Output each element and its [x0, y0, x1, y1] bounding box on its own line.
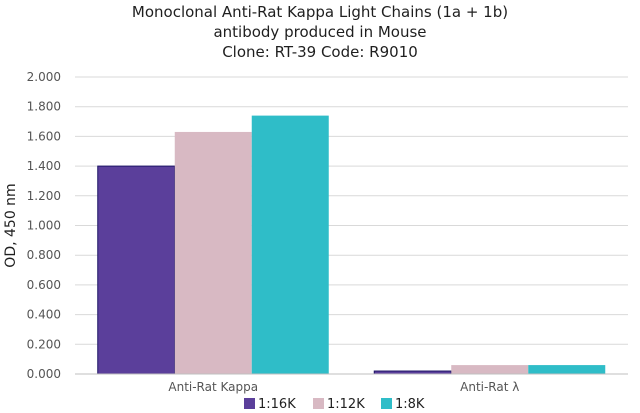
y-tick-label: 2.000 [27, 70, 61, 84]
y-axis-title: OD, 450 nm [3, 183, 19, 267]
bar-1-12K-0 [174, 131, 252, 374]
x-category-label: Anti-Rat λ [460, 380, 519, 394]
y-tick-label: 1.600 [27, 129, 61, 143]
y-tick-label: 0.400 [27, 308, 61, 322]
bar-1-8K-1 [528, 365, 606, 374]
chart-title: Monoclonal Anti-Rat Kappa Light Chains (… [132, 3, 508, 61]
legend-label: 1:12K [327, 397, 365, 412]
chart-title-line: Clone: RT-39 Code: R9010 [222, 43, 418, 61]
y-tick-label: 0.600 [27, 278, 61, 292]
legend-label: 1:8K [395, 397, 425, 412]
chart-title-line: antibody produced in Mouse [213, 23, 426, 41]
x-category-label: Anti-Rat Kappa [168, 380, 258, 394]
chart-title-line: Monoclonal Anti-Rat Kappa Light Chains (… [132, 3, 508, 21]
x-axis-categories: Anti-Rat Kappa Anti-Rat λ [168, 380, 519, 394]
y-tick-label: 1.000 [27, 219, 61, 233]
bar-1-12K-1 [451, 365, 529, 374]
y-tick-label: 1.200 [27, 189, 61, 203]
y-tick-label: 0.800 [27, 248, 61, 262]
bars [97, 115, 606, 375]
legend-label: 1:16K [258, 397, 296, 412]
y-tick-label: 1.400 [27, 159, 61, 173]
legend-swatch [244, 398, 255, 409]
y-tick-label: 0.200 [27, 337, 61, 351]
bar-1-8K-0 [251, 115, 329, 375]
y-axis-ticks: 0.000 0.200 0.400 0.600 0.800 1.000 1.200 1.400… [27, 70, 61, 381]
legend-swatch [381, 398, 392, 409]
legend-swatch [313, 398, 324, 409]
y-tick-label: 1.800 [27, 100, 61, 114]
y-tick-label: 0.000 [27, 367, 61, 381]
bar-1-16K-0 [97, 165, 176, 375]
legend: 1:16K 1:12K 1:8K [244, 397, 425, 412]
